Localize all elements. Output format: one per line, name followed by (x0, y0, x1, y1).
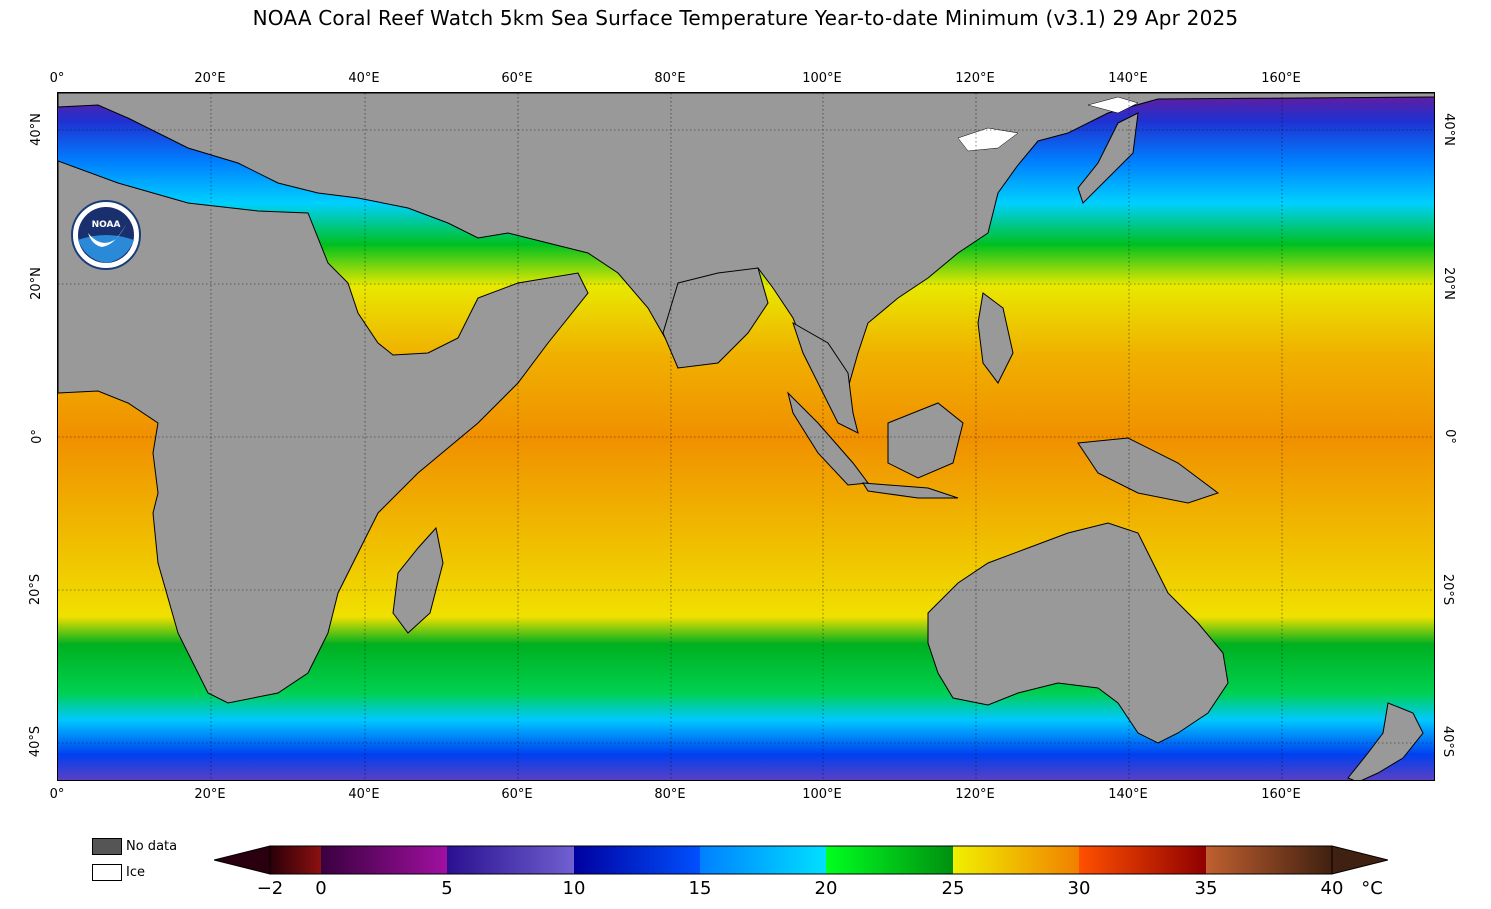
land-africa (58, 160, 589, 704)
lon-tick-top: 40°E (348, 71, 380, 86)
land-borneo (887, 402, 964, 479)
lat-tick-right: 40°S (1440, 725, 1456, 758)
land-sumatra (787, 391, 869, 486)
lat-tick-left: 20°N (28, 267, 44, 300)
colorbar-label: 30 (1067, 878, 1091, 899)
no-data-swatch (92, 838, 122, 855)
noaa-logo: NOAA (71, 200, 141, 270)
lon-tick-bottom: 80°E (654, 787, 686, 802)
land-new-guinea (1077, 437, 1220, 504)
lat-tick-right: 20°N (1440, 267, 1456, 300)
lon-tick-top: 140°E (1108, 71, 1148, 86)
colorbar-band (1206, 846, 1332, 874)
lat-tick-left: 0° (29, 429, 45, 444)
colorbar-band (953, 846, 1079, 874)
land-australia (927, 522, 1229, 744)
map-title: NOAA Coral Reef Watch 5km Sea Surface Te… (252, 6, 1239, 30)
colorbar-band (700, 846, 826, 874)
colorbar-label: −2 (256, 878, 284, 899)
colorbar-band (321, 846, 447, 874)
no-data-label: No data (126, 839, 178, 854)
sst-map: NOAA (57, 92, 1435, 781)
land-japan (1077, 112, 1139, 204)
land-madagascar (392, 526, 444, 634)
lon-tick-top: 100°E (802, 71, 842, 86)
colorbar-label: 10 (562, 878, 586, 899)
lon-tick-bottom: 160°E (1261, 787, 1301, 802)
colorbar-band (574, 846, 700, 874)
colorbar (214, 845, 1388, 875)
land-java (862, 482, 959, 499)
colorbar-band (270, 846, 321, 874)
lon-tick-bottom: 20°E (194, 787, 226, 802)
lon-tick-top: 120°E (955, 71, 995, 86)
colorbar-band (826, 846, 953, 874)
lon-tick-bottom: 40°E (348, 787, 380, 802)
lat-tick-left: 20°S (28, 573, 44, 606)
sst-map-svg: NOAA (58, 93, 1434, 780)
lon-tick-bottom: 120°E (955, 787, 995, 802)
lon-tick-bottom: 140°E (1108, 787, 1148, 802)
lat-tick-right: 40°N (1440, 113, 1456, 146)
colorbar-label: 40 (1320, 878, 1344, 899)
lon-tick-top: 160°E (1261, 71, 1301, 86)
graticule (58, 93, 1434, 780)
lat-tick-right: 0° (1441, 429, 1457, 444)
lon-tick-top: 60°E (501, 71, 533, 86)
lat-tick-right: 20°S (1440, 573, 1456, 606)
ice-patch (1087, 96, 1139, 114)
colorbar-label: 5 (441, 878, 453, 899)
colorbar-outline (269, 845, 1333, 875)
colorbar-under-arrow (214, 845, 271, 875)
lat-tick-left: 40°S (28, 725, 44, 758)
lon-tick-bottom: 100°E (802, 787, 842, 802)
land-india (662, 267, 769, 369)
colorbar-unit: °C (1361, 878, 1383, 899)
ice-patch (957, 127, 1019, 152)
colorbar-over-arrow (1331, 845, 1388, 875)
lon-tick-top: 0° (49, 71, 65, 86)
ice-swatch (92, 864, 122, 881)
lon-tick-bottom: 0° (49, 787, 65, 802)
colorbar-label: 15 (688, 878, 712, 899)
colorbar-label: 35 (1194, 878, 1218, 899)
lon-tick-top: 80°E (654, 71, 686, 86)
land-philippines (977, 292, 1014, 384)
colorbar-band (1079, 846, 1206, 874)
lat-tick-left: 40°N (28, 113, 44, 146)
lon-tick-top: 20°E (194, 71, 226, 86)
colorbar-label: 0 (315, 878, 327, 899)
land-se-asia (792, 321, 859, 434)
colorbar-label: 25 (941, 878, 965, 899)
colorbar-label: 20 (814, 878, 838, 899)
colorbar-band (447, 846, 574, 874)
noaa-logo-text: NOAA (92, 220, 121, 230)
ice-label: Ice (126, 865, 145, 880)
lon-tick-bottom: 60°E (501, 787, 533, 802)
